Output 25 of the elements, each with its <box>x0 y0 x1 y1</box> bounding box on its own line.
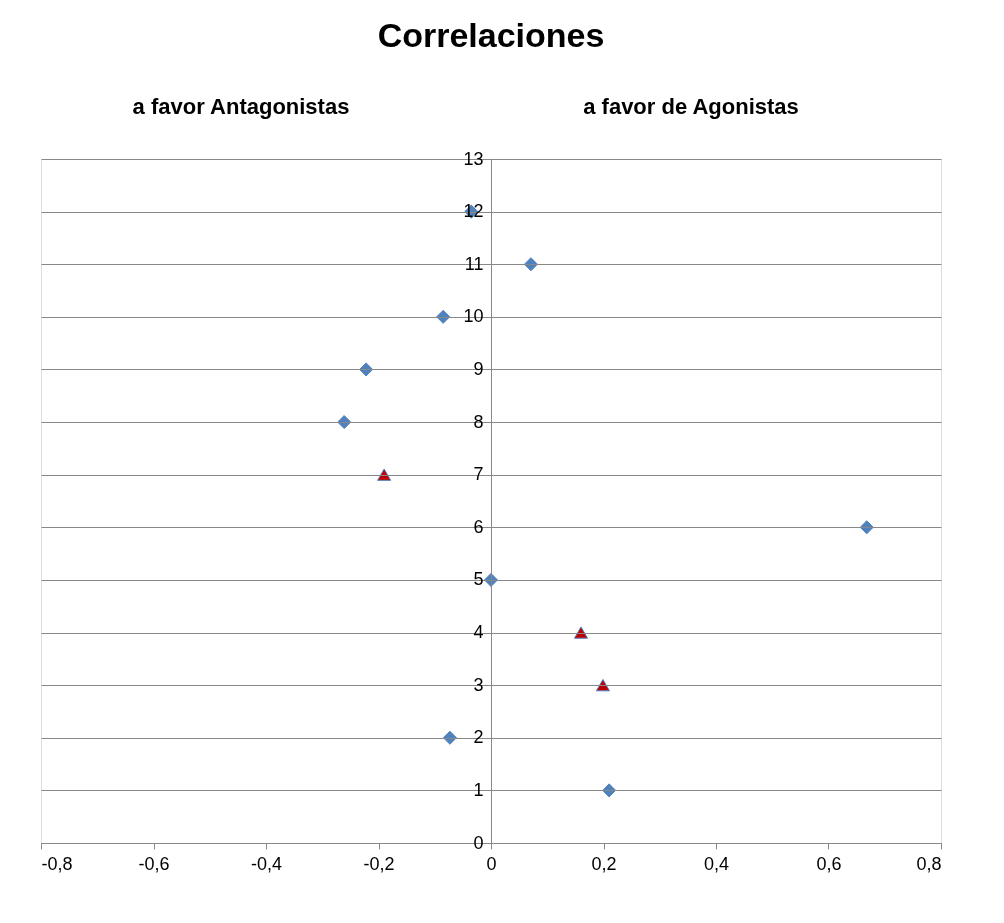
x-tick-label: 0,6 <box>816 853 842 874</box>
y-tick-label: 1 <box>473 779 484 800</box>
y-tick-label: 11 <box>464 253 484 274</box>
x-tick-label: 0 <box>486 853 497 874</box>
y-tick-label: 0 <box>473 832 484 853</box>
y-tick-label: 5 <box>473 569 484 590</box>
x-tick-label: -0,8 <box>41 853 73 874</box>
y-tick-label: 4 <box>473 622 484 643</box>
x-tick-label: 0,4 <box>703 853 730 874</box>
y-tick-label: 8 <box>473 411 484 432</box>
chart-title: Correlaciones <box>377 16 605 54</box>
y-tick-label: 7 <box>473 464 484 485</box>
x-tick-label: -0,4 <box>250 853 283 874</box>
text: a favor Antagonistas <box>132 94 350 119</box>
x-tick-label: -0,2 <box>363 853 395 874</box>
text: a favor de Agonistas <box>583 94 799 119</box>
y-tick-label: 9 <box>473 358 484 379</box>
x-tick-label: -0,6 <box>138 853 170 874</box>
x-tick-label: 0,8 <box>916 853 942 874</box>
y-tick-label: 3 <box>473 674 484 695</box>
y-tick-label: 13 <box>463 148 484 169</box>
y-tick-label: 2 <box>473 727 484 748</box>
y-tick-label: 10 <box>463 306 484 327</box>
x-tick-label: 0,2 <box>591 853 617 874</box>
y-tick-label: 6 <box>473 516 484 537</box>
